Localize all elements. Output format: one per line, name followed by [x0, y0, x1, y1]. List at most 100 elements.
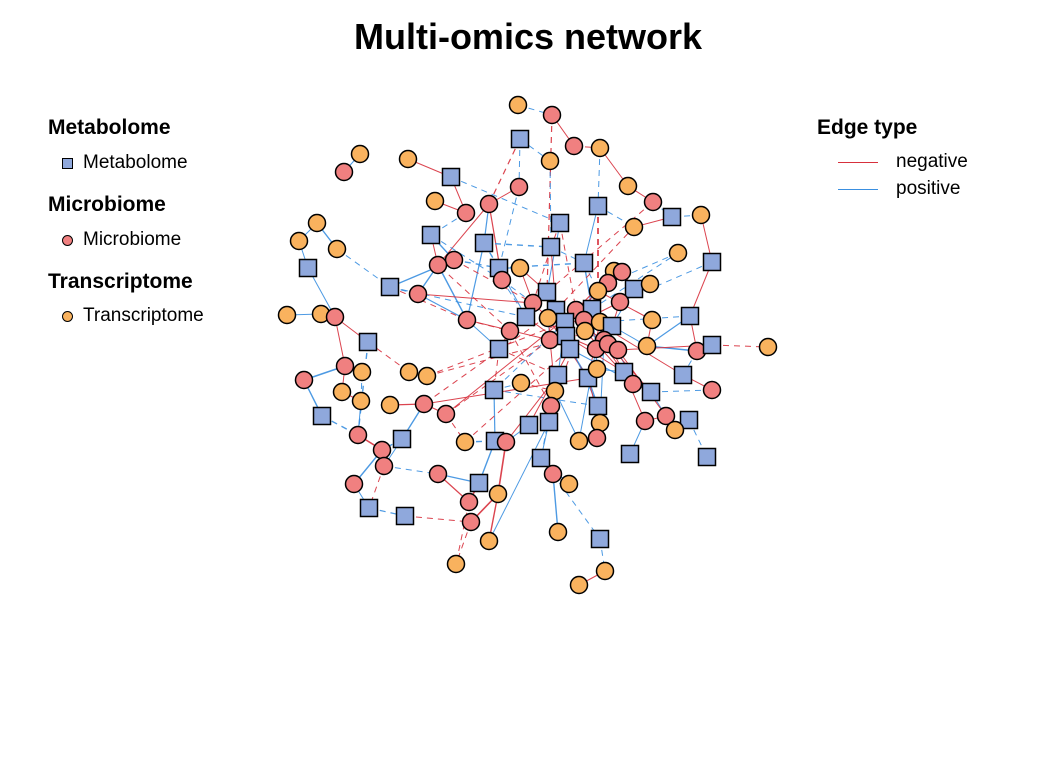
- legend-entry-transcriptome: Transcriptome: [62, 305, 204, 327]
- node-transcriptome: [352, 362, 372, 382]
- node-transcriptome: [351, 391, 371, 411]
- node-metabolome: [560, 339, 580, 359]
- legend-label-microbiome: Microbiome: [83, 229, 182, 250]
- node-microbiome: [334, 162, 354, 182]
- node-transcriptome: [668, 243, 688, 263]
- node-transcriptome: [508, 95, 528, 115]
- node-microbiome: [540, 330, 560, 350]
- node-metabolome: [312, 406, 332, 426]
- node-metabolome: [539, 412, 559, 432]
- node-metabolome: [358, 332, 378, 352]
- node-metabolome: [380, 277, 400, 297]
- node-transcriptome: [455, 432, 475, 452]
- node-metabolome: [395, 506, 415, 526]
- edge-negative: [426, 321, 566, 377]
- node-transcriptome: [307, 213, 327, 233]
- node-microbiome: [459, 492, 479, 512]
- network-nodes: [277, 95, 778, 595]
- node-transcriptome: [590, 138, 610, 158]
- node-microbiome: [702, 380, 722, 400]
- edge-negative: [404, 515, 472, 523]
- edge-negative: [417, 293, 534, 304]
- node-transcriptome: [398, 149, 418, 169]
- node-transcriptome: [758, 337, 778, 357]
- node-metabolome: [641, 382, 661, 402]
- chart-title: Multi-omics network: [353, 16, 703, 57]
- node-microbiome: [656, 406, 676, 426]
- node-transcriptome: [545, 381, 565, 401]
- node-transcriptome: [569, 575, 589, 595]
- legend-line-negative: [838, 161, 878, 163]
- node-metabolome: [588, 196, 608, 216]
- legend-entry-metabolome: Metabolome: [62, 152, 188, 174]
- node-microbiome: [335, 356, 355, 376]
- node-metabolome: [516, 307, 536, 327]
- node-transcriptome: [511, 373, 531, 393]
- node-transcriptome: [575, 321, 595, 341]
- legend-label-negative: negative: [896, 151, 968, 172]
- edge-negative: [546, 114, 553, 293]
- node-microbiome: [635, 411, 655, 431]
- node-microbiome: [541, 396, 561, 416]
- legend-entry-microbiome: Microbiome: [62, 229, 181, 251]
- node-metabolome: [489, 339, 509, 359]
- node-metabolome: [673, 365, 693, 385]
- node-metabolome: [548, 365, 568, 385]
- edge-positive: [546, 222, 561, 293]
- edge-positive: [607, 252, 679, 284]
- node-metabolome: [679, 410, 699, 430]
- node-transcriptome: [425, 191, 445, 211]
- node-transcriptome: [548, 522, 568, 542]
- edge-positive: [466, 242, 485, 321]
- node-transcriptome: [399, 362, 419, 382]
- node-microbiome: [610, 292, 630, 312]
- node-transcriptome: [587, 359, 607, 379]
- edge-negative: [464, 348, 571, 443]
- node-transcriptome: [642, 310, 662, 330]
- node-metabolome: [574, 253, 594, 273]
- edge-positive: [549, 160, 552, 248]
- node-microbiome: [457, 310, 477, 330]
- legend-circle-icon: [62, 310, 73, 322]
- node-transcriptome: [559, 474, 579, 494]
- node-transcriptome: [590, 413, 610, 433]
- node-microbiome: [612, 262, 632, 282]
- node-microbiome: [374, 456, 394, 476]
- edge-positive: [518, 138, 521, 188]
- node-transcriptome: [479, 531, 499, 551]
- node-transcriptome: [538, 308, 558, 328]
- node-microbiome: [428, 464, 448, 484]
- node-microbiome: [496, 432, 516, 452]
- node-metabolome: [550, 213, 570, 233]
- node-metabolome: [662, 207, 682, 227]
- edge-negative: [367, 341, 410, 373]
- node-metabolome: [541, 237, 561, 257]
- node-metabolome: [298, 258, 318, 278]
- node-metabolome: [531, 448, 551, 468]
- node-transcriptome: [691, 205, 711, 225]
- node-microbiome: [500, 321, 520, 341]
- node-metabolome: [421, 225, 441, 245]
- edge-negative: [389, 286, 468, 321]
- node-transcriptome: [595, 561, 615, 581]
- node-metabolome: [359, 498, 379, 518]
- node-microbiome: [543, 464, 563, 484]
- node-transcriptome: [569, 431, 589, 451]
- node-metabolome: [680, 306, 700, 326]
- node-microbiome: [436, 404, 456, 424]
- node-metabolome: [588, 396, 608, 416]
- node-microbiome: [444, 250, 464, 270]
- edge-negative: [488, 138, 521, 205]
- node-microbiome: [564, 136, 584, 156]
- node-transcriptome: [624, 217, 644, 237]
- edge-negative: [555, 226, 635, 311]
- edge-positive: [597, 147, 601, 207]
- node-metabolome: [474, 233, 494, 253]
- legend-label-positive: positive: [896, 178, 961, 199]
- node-transcriptome: [277, 305, 297, 325]
- node-metabolome: [484, 380, 504, 400]
- node-microbiome: [325, 307, 345, 327]
- node-metabolome: [702, 252, 722, 272]
- node-transcriptome: [510, 258, 530, 278]
